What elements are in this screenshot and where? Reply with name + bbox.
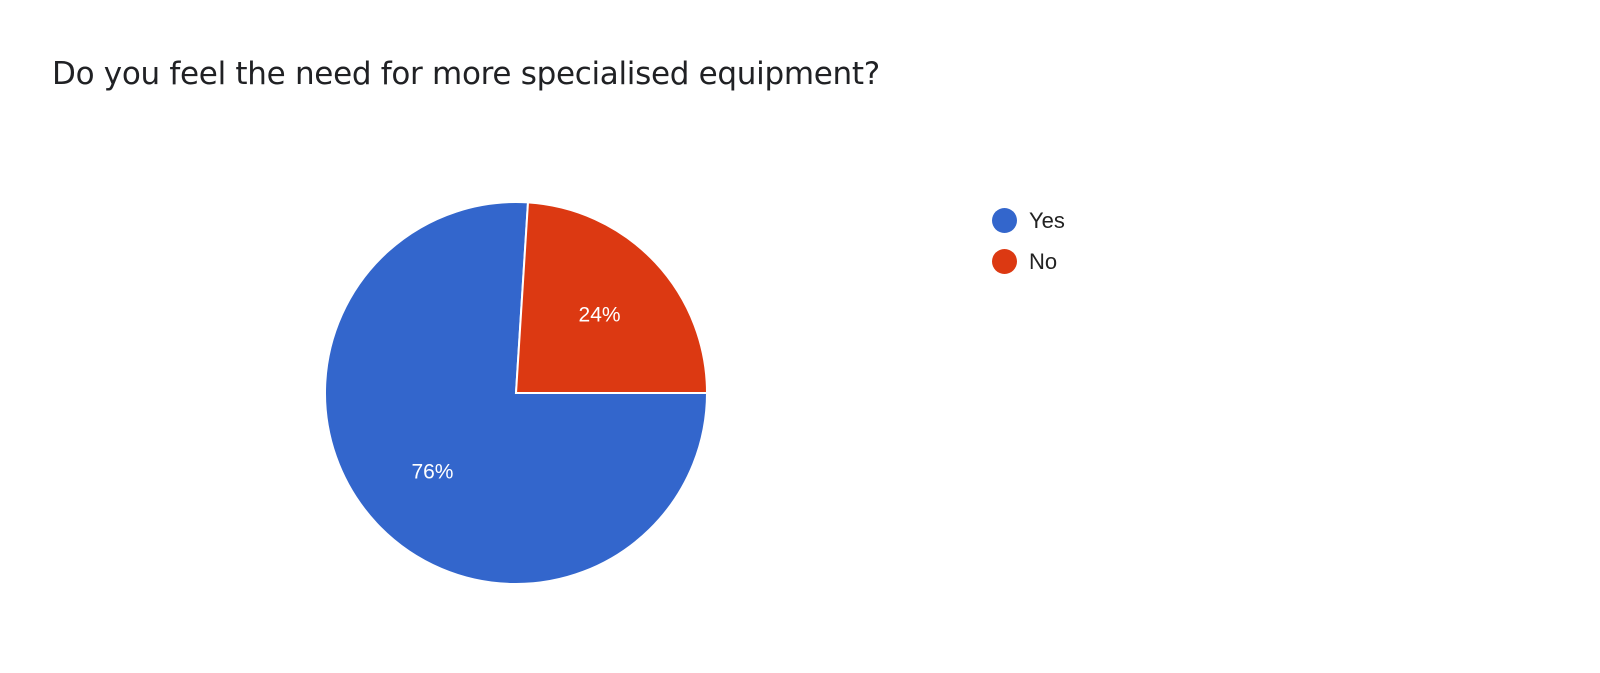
legend-item-yes[interactable]: Yes <box>992 200 1065 241</box>
data-label-yes: 76% <box>411 460 453 483</box>
legend: Yes No <box>992 200 1065 282</box>
legend-label-no: No <box>1029 248 1058 274</box>
data-label-no: 24% <box>579 304 621 327</box>
pie-slice-no[interactable] <box>514 201 709 394</box>
legend-label-yes: Yes <box>1029 207 1065 233</box>
pie-slice-yes[interactable] <box>324 201 709 585</box>
legend-swatch-no <box>992 249 1017 274</box>
chart-title: Do you feel the need for more specialise… <box>52 56 880 92</box>
legend-item-no[interactable]: No <box>992 241 1065 282</box>
legend-swatch-yes <box>992 208 1017 233</box>
